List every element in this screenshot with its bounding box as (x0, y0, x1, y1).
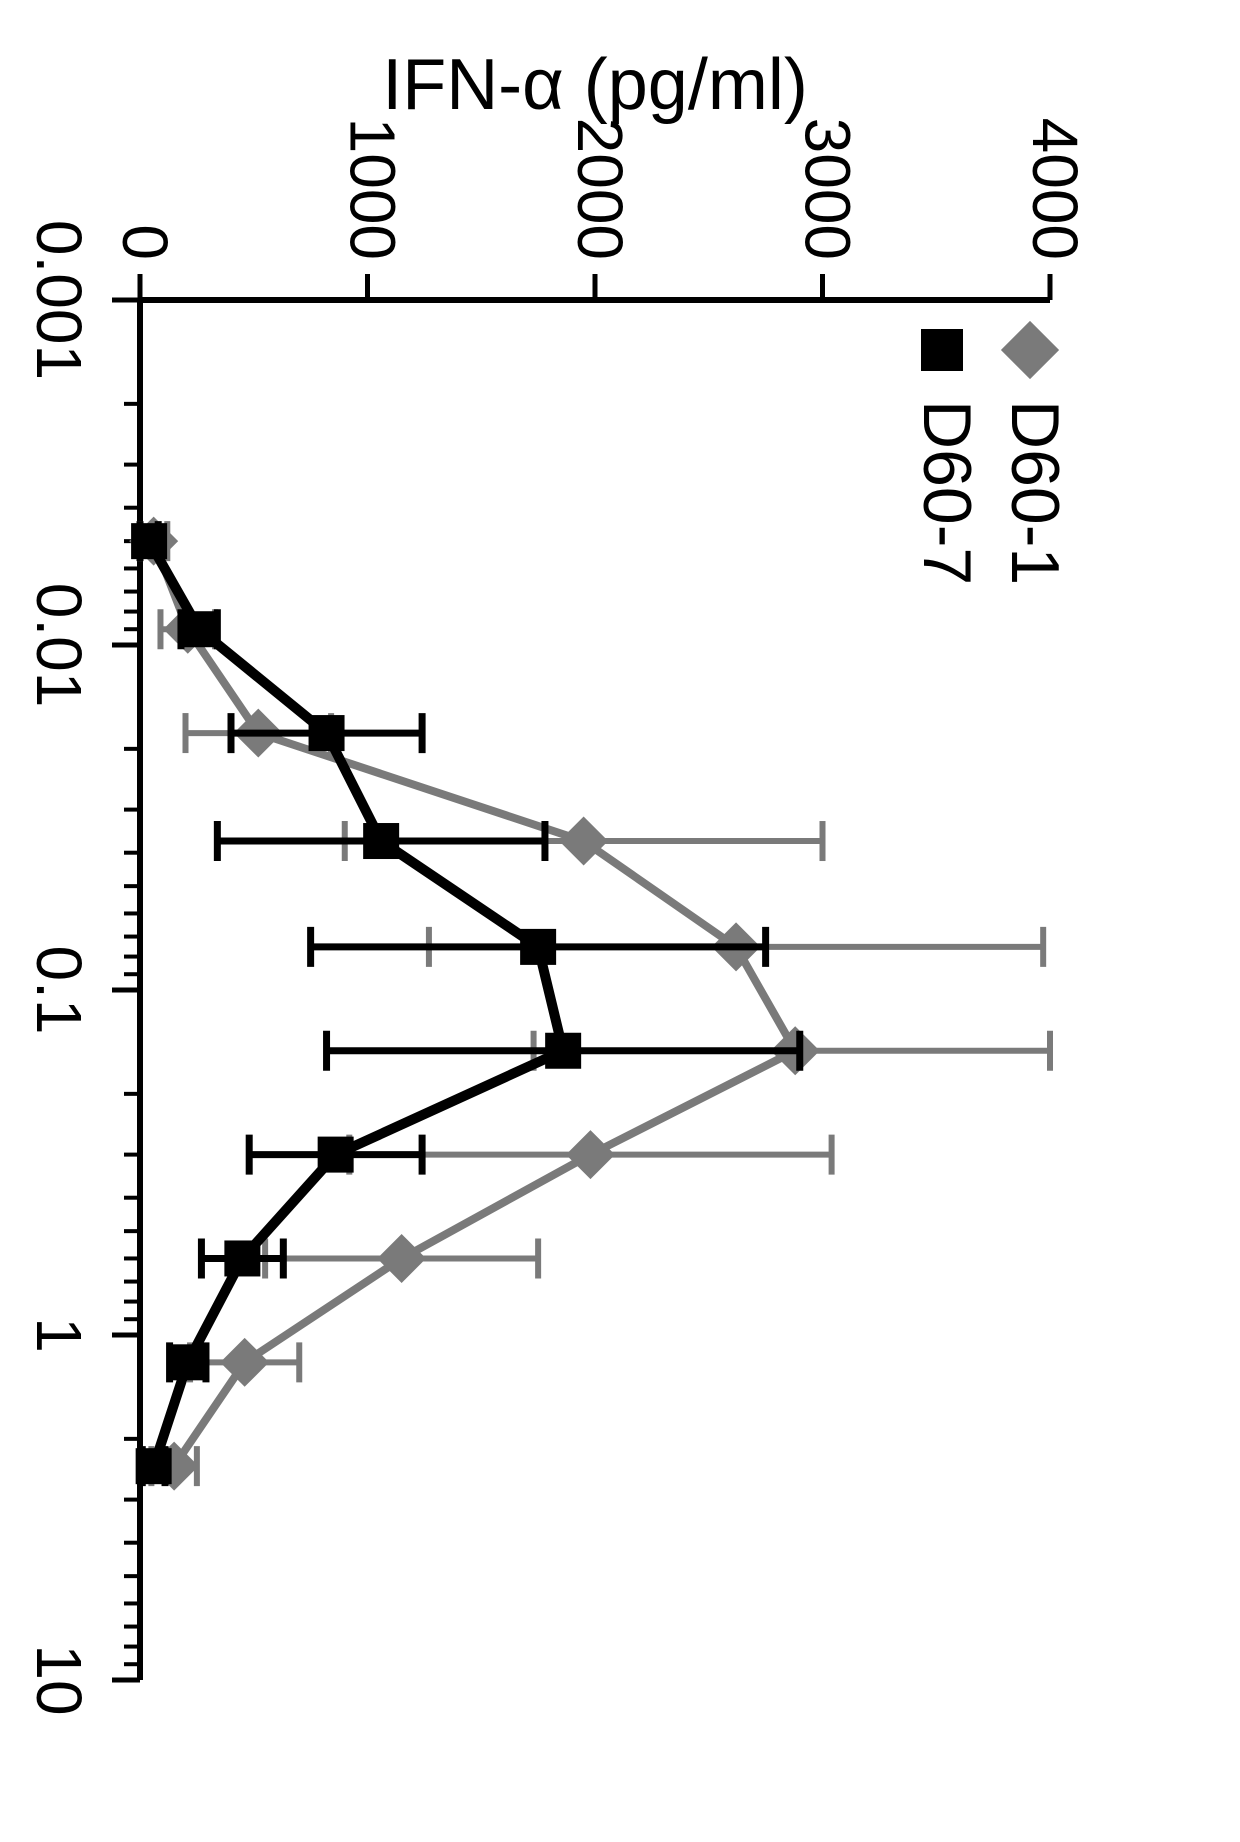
legend-label: D60-1 (997, 400, 1073, 585)
chart-root: 0 1000 2000 3000 4000 0.001 0.01 0.1 1 10 IFN-α (p… (0, 45, 1091, 1716)
x-tick-label: 0.1 (23, 946, 95, 1035)
x-tick-label: 10 (23, 1644, 95, 1715)
marker-square (922, 330, 962, 370)
marker-square (171, 1345, 205, 1379)
chart-container: 0 1000 2000 3000 4000 0.001 0.01 0.1 1 10 IFN-α (p… (0, 0, 1240, 1842)
marker-diamond (222, 1339, 268, 1385)
y-axis-label: IFN-α (pg/ml) (382, 45, 808, 125)
marker-diamond (1002, 322, 1057, 377)
series-line (149, 541, 563, 1466)
x-tick-label: 0.01 (23, 583, 95, 708)
y-tick-label: 3000 (792, 118, 864, 260)
marker-diamond (379, 1235, 425, 1281)
series-d60_1 (131, 518, 1050, 1489)
x-tick-label: 0.001 (23, 220, 95, 380)
y-tick-label: 1000 (337, 118, 409, 260)
series-d60_7 (132, 521, 800, 1486)
marker-square (310, 716, 344, 750)
marker-square (137, 1449, 171, 1483)
legend: D60-1D60-7 (909, 322, 1073, 585)
marker-square (132, 524, 166, 558)
chart-svg: 0 1000 2000 3000 4000 0.001 0.01 0.1 1 10 IFN-α (p… (0, 0, 1240, 1842)
x-axis-label: µM (0, 939, 10, 1040)
y-tick-label: 0 (109, 224, 181, 260)
marker-square (182, 612, 216, 646)
series-line (154, 541, 796, 1466)
legend-label: D60-7 (909, 400, 985, 585)
y-tick-label: 2000 (564, 118, 636, 260)
marker-diamond (561, 818, 607, 864)
marker-square (225, 1241, 259, 1275)
x-tick-label: 1 (23, 1317, 95, 1353)
marker-square (546, 1034, 580, 1068)
marker-square (319, 1138, 353, 1172)
marker-square (364, 824, 398, 858)
marker-diamond (567, 1132, 613, 1178)
marker-square (521, 930, 555, 964)
y-tick-label: 4000 (1019, 118, 1091, 260)
